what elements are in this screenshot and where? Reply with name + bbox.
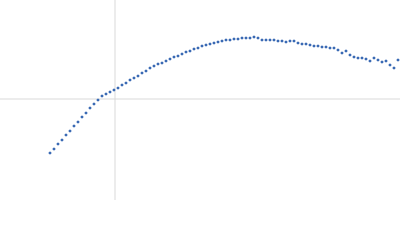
data-point [100,94,104,98]
data-point [76,120,80,124]
data-point [172,55,176,59]
data-point [48,151,52,155]
data-point [304,42,308,46]
data-point [204,43,208,47]
data-point [396,58,400,62]
data-point [288,39,292,43]
data-point [160,61,164,65]
data-point [340,51,344,55]
data-point [96,98,100,102]
data-point [244,36,248,40]
data-point [296,41,300,45]
data-point [308,43,312,47]
data-point [324,45,328,49]
data-point [260,38,264,42]
data-point [364,57,368,61]
data-point [352,55,356,59]
data-point [220,39,224,43]
data-point [356,56,360,60]
data-point [52,147,56,151]
data-point [56,142,60,146]
data-point [64,133,68,137]
data-point [268,38,272,42]
data-point [164,59,168,63]
data-point [336,48,340,52]
data-point [92,102,96,106]
data-point [248,36,252,40]
data-point [128,78,132,82]
data-point [332,46,336,50]
data-point [108,90,112,94]
data-point [196,46,200,50]
data-point [80,115,84,119]
data-point [116,86,120,90]
data-point [136,74,140,78]
data-point [264,38,268,42]
data-point [312,44,316,48]
data-point [124,81,128,85]
data-point [328,46,332,50]
data-point [236,37,240,41]
data-point [200,44,204,48]
data-point [112,88,116,92]
data-point [284,40,288,44]
data-point [192,47,196,51]
chart [0,0,400,200]
data-point [320,45,324,49]
data-point [88,106,92,110]
data-point [68,129,72,133]
data-point [120,83,124,87]
data-point [104,92,108,96]
data-point [240,36,244,40]
data-point [184,50,188,54]
data-point [72,124,76,128]
data-point [148,66,152,70]
data-point [188,49,192,53]
data-point [156,62,160,66]
data-point [176,54,180,58]
data-point [376,58,380,62]
data-point [228,38,232,42]
data-point [272,38,276,42]
data-point [232,37,236,41]
data-point [372,56,376,60]
data-point [252,35,256,39]
data-point [316,44,320,48]
data-point [388,63,392,67]
data-point [300,42,304,46]
data-point [212,41,216,45]
data-point [152,64,156,68]
data-point [180,52,184,56]
data-point [132,76,136,80]
data-point [168,57,172,61]
data-point [392,66,396,70]
data-point [84,111,88,115]
data-point [140,71,144,75]
data-point [144,69,148,73]
data-point [368,59,372,63]
data-point [60,138,64,142]
data-point [292,39,296,43]
data-point [216,40,220,44]
data-point [256,36,260,40]
data-point [224,38,228,42]
data-point [208,42,212,46]
data-point [360,56,364,60]
data-point [344,49,348,53]
data-point [276,39,280,43]
data-point [380,60,384,64]
data-point [384,59,388,63]
page: {"chart_data": {"type": "scatter", "colo… [0,0,400,200]
data-point [348,53,352,57]
data-point [280,39,284,43]
